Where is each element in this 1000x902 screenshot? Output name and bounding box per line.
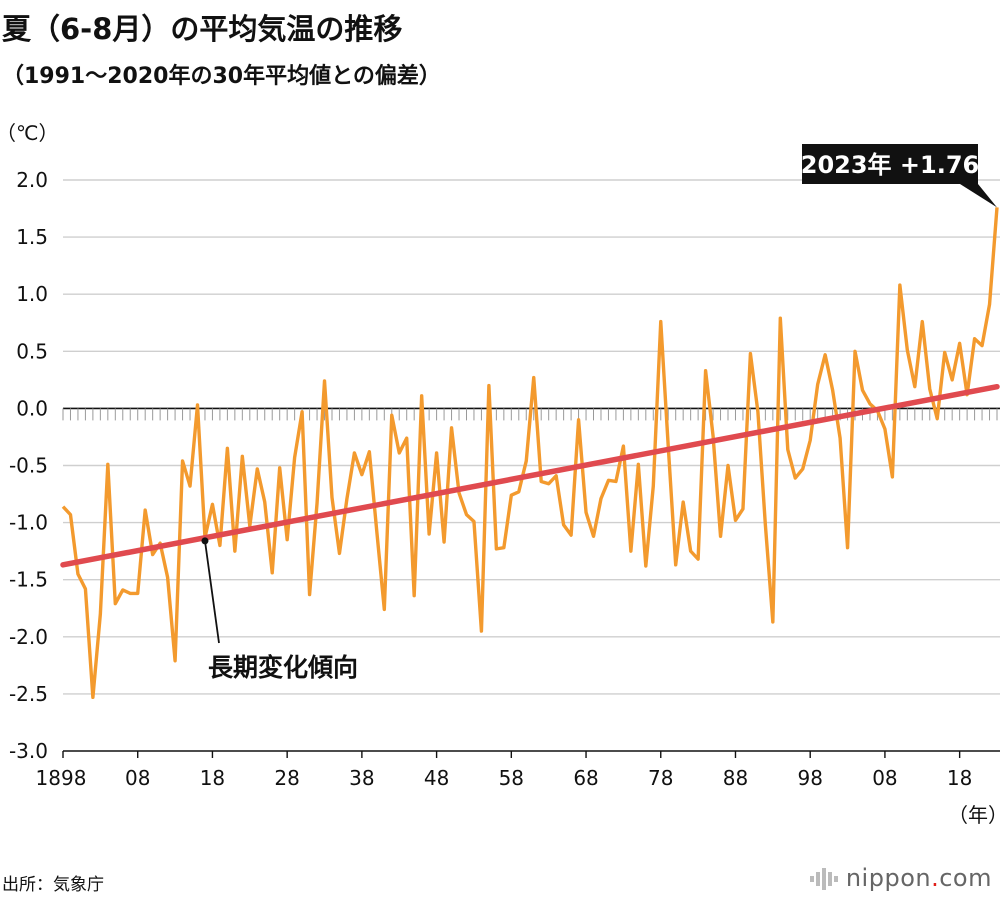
logo-text: nippon	[845, 864, 932, 892]
y-tick-label: -2.0	[9, 625, 48, 649]
logo-mark-icon	[809, 868, 838, 890]
y-tick-label: -1.0	[9, 511, 48, 535]
x-tick-label: 58	[499, 766, 524, 790]
y-tick-label: -2.5	[9, 682, 48, 706]
logo-suffix: com	[939, 864, 992, 892]
y-axis-unit-label: （℃）	[0, 121, 58, 145]
trend-label: 長期変化傾向	[208, 653, 358, 682]
callout-text: 2023年 +1.76	[801, 151, 979, 179]
x-tick-label: 08	[872, 766, 897, 790]
y-tick-label: 1.5	[16, 225, 48, 249]
x-tick-label: 78	[648, 766, 673, 790]
y-tick-label: -0.5	[9, 454, 48, 478]
y-tick-label: 1.0	[16, 282, 48, 306]
latest-value-callout: 2023年 +1.76	[801, 144, 997, 208]
x-axis-unit-label: （年）	[948, 803, 1000, 827]
callout-box	[802, 144, 978, 184]
trend-marker	[201, 537, 209, 545]
source-note: 出所：気象庁	[2, 875, 104, 895]
x-tick-label: 08	[125, 766, 150, 790]
temperature-anomaly-line	[61, 207, 999, 700]
x-tick-label: 38	[349, 766, 374, 790]
x-tick-label: 98	[797, 766, 822, 790]
trend-annotation: 長期変化傾向	[201, 537, 358, 682]
chart-title: 夏（6-8月）の平均気温の推移	[2, 12, 403, 46]
x-tick-label: 18	[947, 766, 972, 790]
chart-subtitle: （1991〜2020年の30年平均値との偏差）	[2, 64, 441, 89]
y-tick-label: 2.0	[16, 168, 48, 192]
gridlines	[63, 179, 1000, 752]
y-axis-ticks: 2.0 1.5 1.0 0.5 0.0 -0.5 -1.0 -1.5 -2.0 -2.5 -3.0	[9, 168, 48, 763]
trend-leader-line	[204, 540, 220, 644]
x-tick-label: 1898	[36, 766, 87, 790]
trend-line	[60, 383, 1000, 568]
y-tick-label: -1.5	[9, 568, 48, 592]
x-tick-label: 88	[723, 766, 748, 790]
callout-pointer	[960, 184, 997, 208]
x-tick-label: 68	[573, 766, 598, 790]
nippon-logo: nippon.com	[809, 864, 992, 892]
logo-dot: .	[931, 864, 940, 892]
y-tick-label: -3.0	[9, 739, 48, 763]
y-tick-label: 0.5	[16, 339, 48, 363]
y-tick-label: 0.0	[16, 396, 48, 420]
x-tick-label: 18	[200, 766, 225, 790]
x-tick-label: 48	[424, 766, 449, 790]
x-axis-ticks: 1898 08 18 28 38 48 58 68 78 88 98 08 18	[36, 751, 972, 790]
x-tick-label: 28	[274, 766, 299, 790]
